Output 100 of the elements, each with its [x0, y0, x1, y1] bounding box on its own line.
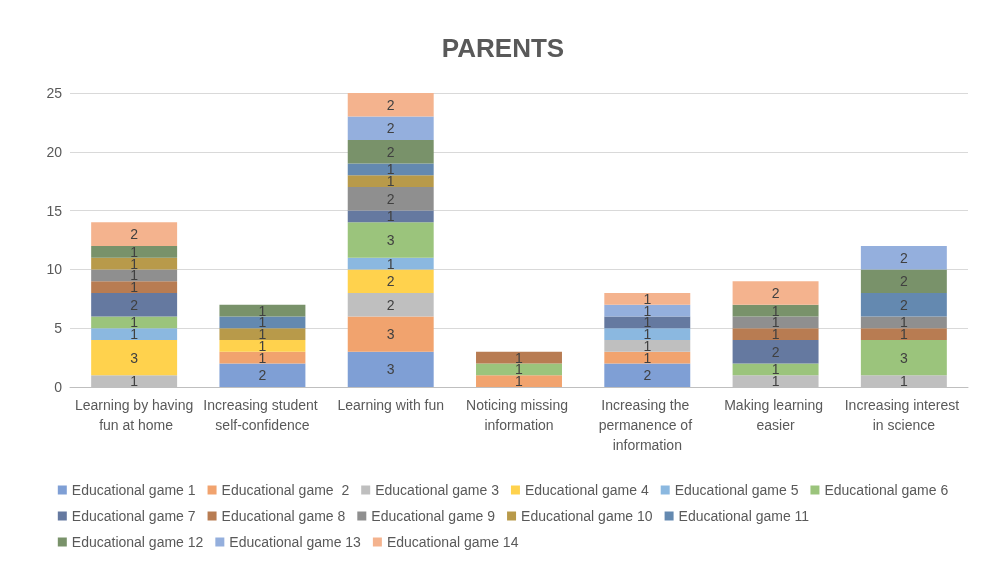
bar: [604, 339, 691, 352]
data-label: 2: [899, 273, 908, 290]
data-label: 1: [386, 208, 395, 225]
bar: [732, 281, 819, 305]
legend-label: Educational game 9: [371, 508, 496, 524]
y-tick-label: 0: [54, 379, 63, 395]
data-label: 2: [386, 273, 395, 290]
bar: [860, 269, 947, 293]
bar: [347, 316, 434, 352]
data-label: 1: [130, 243, 139, 260]
legend-label: Educational game 8: [221, 508, 346, 524]
chart-title: PARENTS: [441, 33, 565, 63]
data-label: 3: [386, 232, 395, 248]
data-label: 2: [130, 296, 139, 313]
legend-label: Educational game 3: [375, 482, 500, 498]
bar: [347, 175, 434, 188]
bar: [347, 93, 434, 117]
data-label: 3: [130, 349, 139, 366]
bar: [347, 351, 434, 387]
bar: [860, 292, 947, 317]
bar: [91, 339, 178, 376]
bar: [347, 222, 434, 258]
y-tick-label: 15: [46, 202, 63, 219]
bar: [91, 269, 178, 282]
bar: [91, 245, 178, 258]
legend-label: Educational game 10: [521, 508, 653, 524]
data-label: 1: [130, 279, 139, 296]
x-tick-label: Noticing missing information: [466, 397, 572, 433]
data-label: 2: [771, 343, 780, 360]
legend-label: Educational game 13: [229, 534, 362, 550]
legend-label: Educational game 14: [386, 534, 519, 550]
data-label: 1: [899, 373, 908, 390]
bar: [732, 328, 819, 340]
bar: [604, 351, 691, 364]
data-label: 2: [386, 96, 395, 113]
x-tick-label: Learning with fun: [337, 397, 445, 413]
y-tick-label: 5: [54, 320, 63, 337]
bar: [476, 375, 562, 387]
data-label: 1: [771, 326, 780, 343]
legend-label: Educational game 12: [71, 534, 204, 550]
data-label: 2: [386, 296, 395, 313]
x-tick-label: Making learning easier: [724, 397, 827, 433]
bar: [604, 328, 691, 340]
bar: [604, 363, 691, 387]
bar: [860, 339, 947, 376]
bar: [347, 140, 434, 164]
bar: [860, 316, 947, 329]
data-label: 3: [899, 349, 908, 366]
bar: [476, 351, 562, 364]
bar: [219, 304, 306, 317]
data-label: 2: [899, 296, 908, 313]
x-tick-label: Increasing interest in science: [844, 397, 964, 433]
legend-label: Educational game 4: [524, 482, 649, 498]
bar: [732, 339, 819, 364]
legend-label: Educational game 6: [824, 482, 949, 498]
data-label: 1: [386, 255, 395, 272]
bar: [347, 269, 434, 293]
bar: [732, 316, 819, 329]
data-label: 3: [386, 326, 395, 343]
bar: [219, 363, 306, 387]
y-tick-label: 10: [46, 261, 63, 278]
bar: [860, 328, 947, 340]
bar: [219, 328, 306, 340]
data-label: 1: [130, 326, 139, 343]
data-label: 1: [130, 373, 139, 390]
x-tick-label: Increasing the permanence of information: [598, 397, 696, 453]
legend-label: Educational game 7: [71, 508, 196, 524]
legend-label: Educational game 5: [674, 482, 799, 498]
legend-label: Educational game 2: [221, 482, 350, 498]
bar: [347, 292, 434, 317]
bar: [91, 281, 178, 293]
data-label: 2: [386, 120, 395, 137]
bar: [91, 328, 178, 340]
bar: [604, 304, 691, 317]
data-label: 3: [386, 361, 395, 378]
bar: [219, 339, 306, 352]
bar: [91, 316, 178, 329]
bar: [347, 210, 434, 223]
data-label: 1: [643, 290, 652, 307]
bar: [91, 292, 178, 317]
bar: [219, 351, 306, 364]
bar: [860, 245, 947, 270]
data-label: 1: [899, 326, 908, 343]
bar: [604, 292, 691, 305]
x-tick-label: Learning by having fun at home: [74, 397, 194, 433]
bar: [732, 304, 819, 317]
bar: [347, 163, 434, 176]
data-label: 1: [771, 373, 780, 390]
x-tick-label: Increasing student self-confidence: [203, 397, 322, 433]
data-label: 2: [771, 284, 780, 301]
legend-label: Educational game 1: [71, 482, 196, 498]
bar: [347, 187, 434, 211]
data-label: 2: [386, 190, 395, 207]
y-tick-label: 25: [46, 85, 63, 101]
data-label: 2: [899, 249, 908, 266]
data-label: 1: [515, 373, 524, 390]
bar: [732, 363, 819, 376]
bar: [91, 257, 178, 270]
data-label: 2: [643, 367, 652, 384]
data-label: 1: [386, 173, 395, 190]
